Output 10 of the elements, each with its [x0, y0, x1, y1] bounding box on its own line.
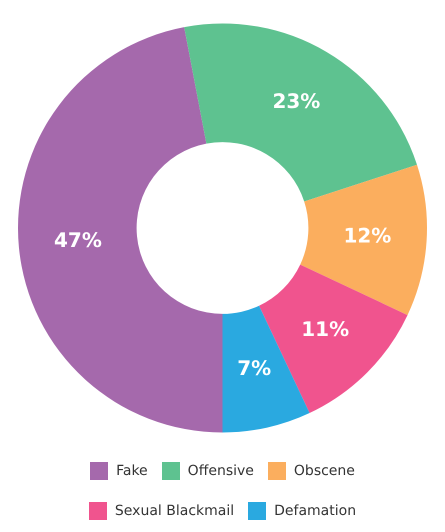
legend-label: Fake — [116, 463, 148, 479]
data-label: 11% — [301, 316, 350, 341]
data-label: 12% — [343, 223, 392, 248]
data-label: 7% — [237, 356, 272, 380]
data-label: 23% — [272, 89, 320, 114]
legend-label: Defamation — [274, 503, 356, 519]
legend-label: Offensive — [188, 463, 254, 479]
data-label: 47% — [54, 228, 102, 252]
legend-label: Sexual Blackmail — [114, 503, 234, 519]
legend-label: Obscene — [294, 463, 355, 479]
